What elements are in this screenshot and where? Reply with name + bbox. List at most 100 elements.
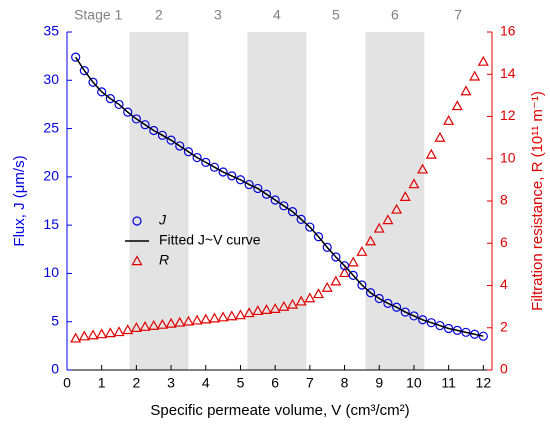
- flux-point: [348, 270, 358, 280]
- resistance-point: [443, 114, 455, 125]
- x-tick-label: 11: [441, 375, 456, 391]
- flux-point: [183, 147, 194, 157]
- flux-point: [149, 125, 159, 136]
- resistance-point: [139, 320, 151, 331]
- flux-point: [261, 189, 272, 199]
- x-tick-label: 5: [237, 375, 245, 391]
- y2-axis-label: Filtration resistance, R (10¹¹ m⁻¹): [529, 91, 546, 311]
- flux-point: [131, 114, 141, 124]
- resistance-point: [191, 314, 203, 325]
- y-tick-label: 30: [43, 71, 59, 87]
- stage-label: 5: [332, 7, 340, 23]
- resistance-point: [295, 295, 307, 306]
- resistance-point: [399, 191, 411, 201]
- flux-point: [331, 252, 341, 262]
- stage-label: 6: [391, 7, 399, 23]
- resistance-point: [269, 303, 281, 313]
- y-tick-label: 35: [43, 23, 59, 39]
- flux-point: [209, 162, 220, 172]
- y2-tick-label: 14: [500, 65, 516, 81]
- flux-point: [201, 157, 211, 167]
- y2-tick-label: 6: [500, 234, 508, 250]
- x-tick-label: 6: [271, 375, 279, 391]
- flux-point: [166, 135, 176, 145]
- resistance-point: [469, 70, 481, 81]
- flux-point: [296, 214, 306, 224]
- flux-point: [339, 261, 350, 271]
- resistance-point: [347, 256, 359, 267]
- resistance-point: [451, 100, 463, 111]
- legend-label: J: [158, 212, 167, 228]
- flux-point: [444, 323, 454, 334]
- flux-point: [374, 293, 384, 304]
- stage-label: 3: [214, 7, 222, 23]
- resistance-point: [356, 245, 368, 256]
- flux-point: [79, 66, 89, 76]
- flux-point: [357, 280, 367, 290]
- y-tick-label: 5: [51, 312, 59, 328]
- y-axis-label: Flux, J (μm/s): [11, 155, 28, 246]
- x-tick-label: 8: [341, 375, 349, 391]
- flux-point: [478, 331, 488, 341]
- resistance-point: [148, 319, 160, 330]
- resistance-point: [425, 148, 437, 159]
- x-tick-label: 1: [98, 375, 106, 391]
- legend-marker: [132, 216, 142, 226]
- flux-point: [287, 207, 298, 217]
- fitted-curve: [75, 56, 484, 337]
- resistance-point: [87, 329, 99, 340]
- resistance-point: [313, 288, 325, 299]
- flux-point: [97, 87, 107, 97]
- flux-point: [227, 171, 237, 181]
- resistance-point: [252, 305, 264, 316]
- flux-point: [435, 320, 445, 331]
- stage-label: 2: [155, 7, 163, 23]
- flux-point: [140, 120, 150, 130]
- stage-label: Stage 1: [74, 7, 122, 23]
- x-tick-label: 12: [476, 375, 492, 391]
- x-tick-label: 2: [132, 375, 140, 391]
- resistance-point: [278, 300, 290, 311]
- resistance-point: [174, 316, 186, 327]
- stage-band: [365, 32, 425, 370]
- resistance-point: [234, 309, 246, 320]
- flux-point: [365, 288, 376, 298]
- resistance-point: [391, 203, 403, 214]
- flux-point: [400, 307, 410, 317]
- flux-point: [88, 77, 98, 87]
- flux-point: [123, 107, 133, 117]
- resistance-point: [417, 163, 429, 174]
- resistance-point: [96, 328, 108, 339]
- resistance-point: [182, 315, 194, 326]
- legend-label: R: [159, 252, 169, 268]
- resistance-point: [408, 178, 420, 189]
- flux-point: [192, 152, 202, 163]
- flux-point: [426, 318, 436, 328]
- flux-point: [71, 52, 81, 62]
- flux-point: [322, 242, 332, 252]
- legend-label: Fitted J~V curve: [159, 232, 261, 248]
- resistance-point: [321, 281, 333, 292]
- y-tick-label: 0: [51, 361, 59, 377]
- flux-point: [409, 311, 419, 321]
- y-tick-label: 15: [43, 216, 59, 232]
- flux-point: [157, 130, 168, 140]
- resistance-point: [200, 313, 212, 324]
- stage-label: 4: [273, 7, 281, 23]
- x-axis-label: Specific permeate volume, V (cm³/cm²): [150, 402, 409, 419]
- flux-point: [175, 141, 185, 151]
- x-tick-label: 0: [63, 375, 71, 391]
- y2-tick-label: 4: [500, 276, 508, 292]
- resistance-point: [78, 330, 90, 341]
- flux-point: [391, 302, 402, 312]
- resistance-point: [243, 307, 255, 318]
- x-tick-label: 3: [167, 375, 175, 391]
- flux-point: [105, 94, 115, 104]
- resistance-point: [156, 318, 168, 329]
- flux-point: [470, 329, 480, 339]
- flux-point: [270, 195, 280, 205]
- stage-band: [129, 32, 189, 370]
- x-tick-label: 9: [375, 375, 383, 391]
- stage-label: 7: [454, 7, 462, 23]
